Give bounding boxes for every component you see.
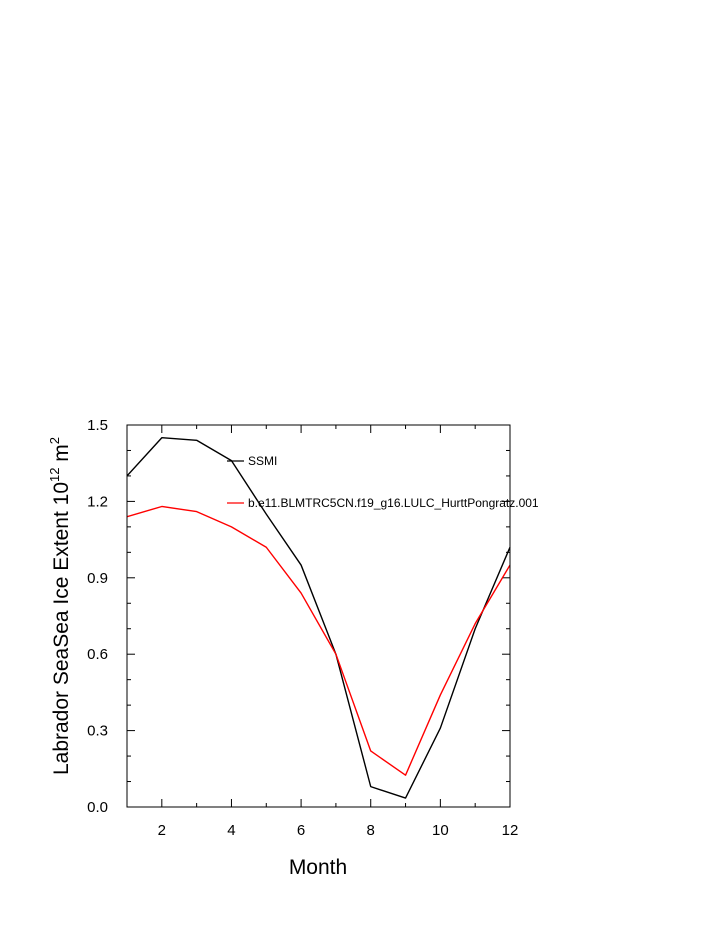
y-axis-title: Labrador SeaSea Ice Extent 1012 m2 [47,437,73,775]
y-axis-title-unit-exponent: 2 [47,437,62,444]
series-lines [126,437,511,799]
y-tick-label: 0.9 [87,570,108,587]
axis-tick-labels: 2 4 6 8 10 12 0.0 0.3 0.6 0.9 1.2 1.5 [87,417,518,839]
x-tick-label: 10 [432,822,449,839]
legend-label-ssmi: SSMI [248,454,277,468]
y-tick-label: 1.5 [87,417,108,434]
y-axis-title-unit: m [50,444,73,467]
y-axis-title-exponent: 12 [47,468,62,482]
legend: SSMI b.e11.BLMTRC5CN.f19_g16.LULC_HurttP… [227,454,539,510]
y-tick-label: 0.0 [87,799,108,816]
x-tick-label: 8 [367,822,375,839]
axis-ticks [126,424,511,808]
x-tick-label: 4 [227,822,235,839]
series-line-model [126,505,511,776]
x-tick-label: 12 [502,822,519,839]
legend-label-model: b.e11.BLMTRC5CN.f19_g16.LULC_HurttPongra… [248,496,539,510]
y-tick-label: 1.2 [87,493,108,510]
y-tick-label: 0.3 [87,723,108,740]
x-axis-title: Month [289,856,347,879]
y-axis-title-main: Labrador SeaSea Ice Extent 10 [50,482,73,775]
plot-frame [126,424,511,808]
y-tick-label: 0.6 [87,646,108,663]
series-line-ssmi [126,437,511,799]
x-tick-label: 2 [158,822,166,839]
x-tick-label: 6 [297,822,305,839]
